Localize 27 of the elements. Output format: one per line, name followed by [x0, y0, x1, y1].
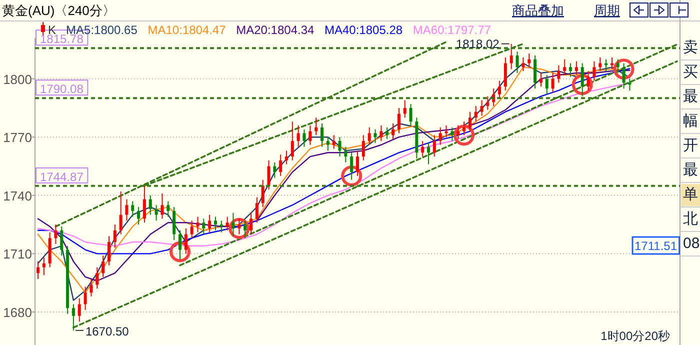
text: 最: [683, 162, 698, 178]
y-tick-label: 1800: [3, 72, 32, 87]
text: 商品叠加: [512, 3, 564, 18]
y-tick-label: 1740: [3, 188, 32, 204]
chart-title: 黄金(AU)〈240分〉: [2, 3, 116, 18]
annotation: 1711.51: [634, 239, 678, 253]
text: 单: [683, 186, 698, 203]
ref-line-label: 1744.87: [40, 170, 84, 184]
text: 开: [683, 137, 698, 154]
text: 08: [683, 235, 700, 252]
y-tick-label: 1680: [3, 304, 32, 320]
text: 幅: [683, 112, 698, 130]
text: MA60:1797.77: [412, 23, 492, 37]
text: 卖: [683, 39, 698, 56]
text: MA40:1805.28: [324, 23, 403, 37]
annotation: 1818.02: [456, 36, 500, 51]
text: 买: [683, 64, 698, 80]
ref-line-label: 1790.08: [40, 82, 84, 96]
text: 最: [683, 88, 698, 105]
y-tick-label: 1770: [3, 130, 32, 146]
text: 周期: [594, 3, 620, 18]
text: 北: [683, 210, 698, 228]
y-tick-label: 1710: [3, 246, 32, 262]
annotation: 1时00分20秒: [600, 329, 670, 343]
text: MA20:1804.34: [236, 23, 314, 37]
text: MA10:1804.47: [148, 23, 226, 37]
annotation: 1670.50: [85, 324, 130, 338]
